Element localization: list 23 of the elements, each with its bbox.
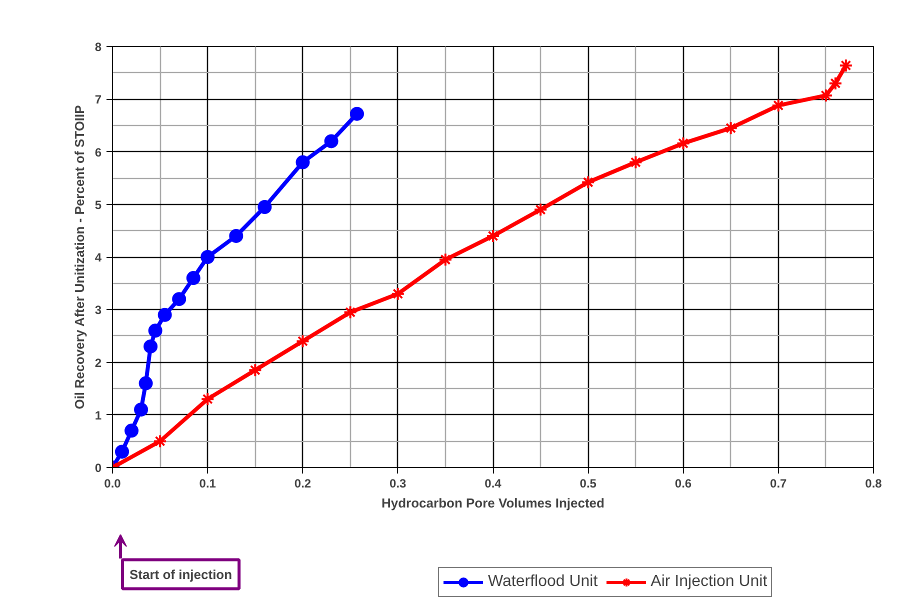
y-tick-label: 0 <box>94 461 102 475</box>
x-tick-label: 0.1 <box>199 476 216 490</box>
legend-label: Waterflood Unit <box>488 573 598 591</box>
y-tick-label: 7 <box>94 92 102 107</box>
x-tick-label: 0.8 <box>865 476 882 490</box>
x-tick-label: 0.4 <box>484 476 502 490</box>
text: Start of injection <box>130 566 232 582</box>
legend-label: Air Injection Unit <box>650 573 768 591</box>
x-tick-label: 0.5 <box>580 476 597 490</box>
y-tick-label: 2 <box>94 356 102 370</box>
x-tick-label: 0.7 <box>770 476 788 490</box>
x-tick-label: 0.3 <box>390 476 407 490</box>
y-tick-label: 3 <box>94 303 102 318</box>
y-tick-label: 8 <box>94 40 102 54</box>
x-axis-title: Hydrocarbon Pore Volumes Injected <box>382 496 605 510</box>
y-tick-label: 1 <box>94 408 102 422</box>
x-tick-label: 0.0 <box>104 476 122 490</box>
y-tick-label: 5 <box>94 198 102 212</box>
y-tick-label: 4 <box>94 250 102 264</box>
y-axis-title: Oil Recovery After Unitization - Percent of STOIIP <box>72 104 87 410</box>
x-tick-label: 0.6 <box>674 476 692 490</box>
x-tick-label: 0.2 <box>294 476 312 490</box>
y-tick-label: 6 <box>94 145 102 160</box>
